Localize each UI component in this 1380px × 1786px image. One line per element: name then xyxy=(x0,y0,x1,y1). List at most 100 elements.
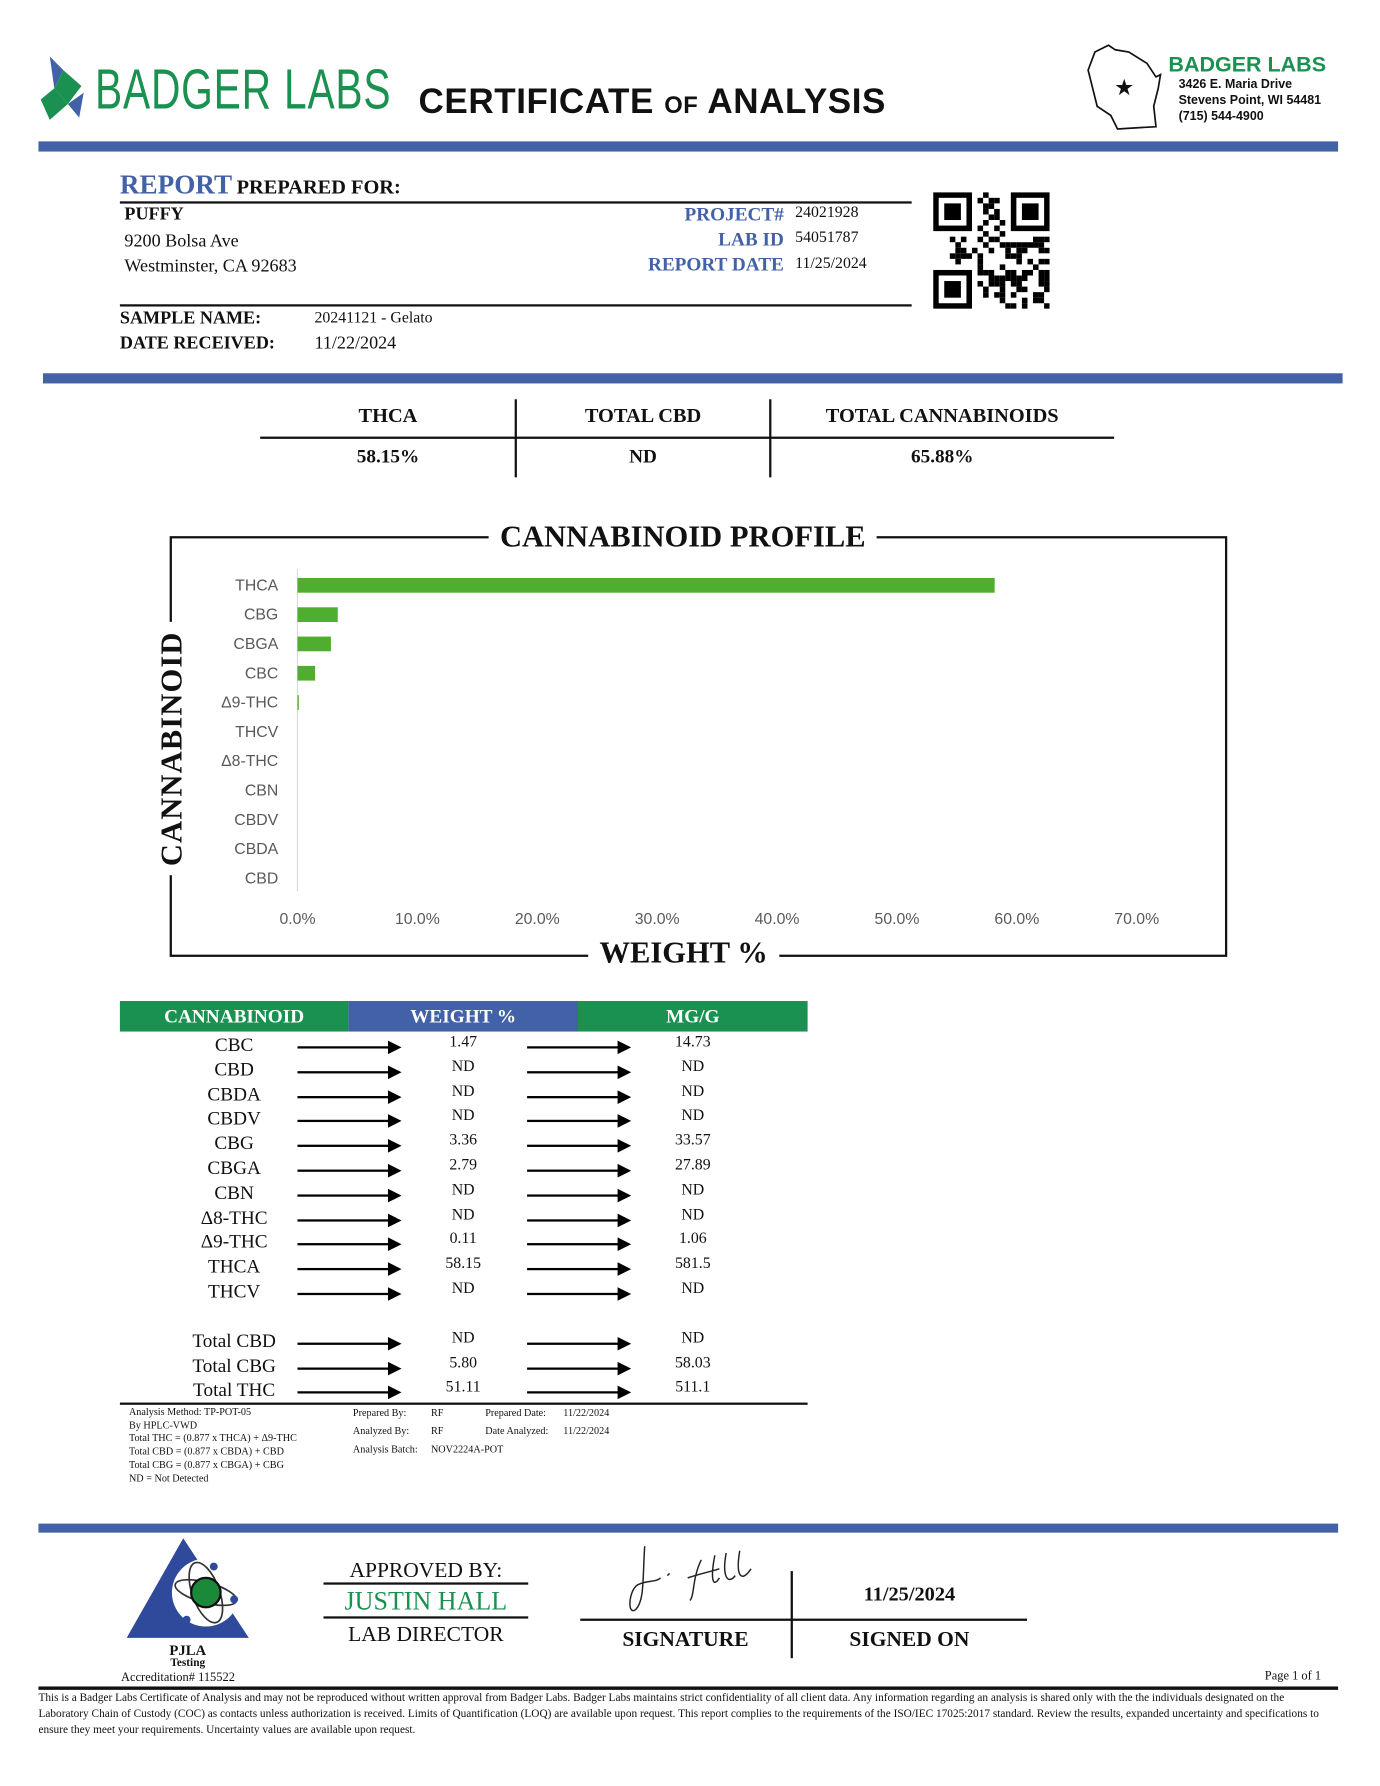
analysis-batch-value: NOV2224A-POT xyxy=(430,1443,504,1455)
prepared-date-value: 11/22/2024 xyxy=(563,1407,610,1419)
page-number: Page 1 of 1 xyxy=(1264,1669,1322,1684)
arrow-icon xyxy=(527,1287,632,1301)
arrow-icon xyxy=(527,1114,632,1129)
arrow-icon xyxy=(297,1361,402,1375)
mgg-value: 58.03 xyxy=(674,1354,711,1372)
weight-value: 2.79 xyxy=(449,1157,478,1175)
chart-x-tick-label: 60.0% xyxy=(994,911,1039,928)
weight-value: ND xyxy=(451,1181,475,1199)
arrow-icon xyxy=(527,1237,632,1252)
title-certificate: CERTIFICATE xyxy=(418,81,654,122)
arrow-icon xyxy=(297,1139,402,1153)
chart-category-label: CBDV xyxy=(234,812,278,829)
chart-x-tick-label: 30.0% xyxy=(635,911,680,928)
chart-x-tick-label: 50.0% xyxy=(875,911,920,928)
chart-bar xyxy=(297,607,338,622)
signature-rule xyxy=(580,1618,1028,1621)
arrow-icon xyxy=(297,1040,402,1055)
mgg-value: 511.1 xyxy=(675,1379,711,1396)
chart-xlabel: WEIGHT % xyxy=(588,935,780,971)
labid-value: 54051787 xyxy=(795,229,859,247)
arrow-icon xyxy=(527,1262,632,1277)
approver-title: LAB DIRECTOR xyxy=(348,1623,504,1647)
summary-divider-1 xyxy=(514,399,517,478)
table-header-cannabinoid: CANNABINOID xyxy=(119,1001,349,1032)
method-note-line: By HPLC-VWD xyxy=(128,1419,198,1431)
table-header-mgg: MG/G xyxy=(577,1001,808,1032)
signature-label: SIGNATURE xyxy=(622,1627,749,1652)
report-bottom-rule xyxy=(119,304,912,307)
arrow-icon xyxy=(297,1065,402,1079)
mgg-value: ND xyxy=(681,1058,705,1076)
arrow-icon xyxy=(527,1336,632,1351)
weight-value: 0.11 xyxy=(449,1231,477,1249)
method-note-line: Total CBG = (0.877 x CBGA) + CBG xyxy=(128,1458,284,1471)
chart-bar xyxy=(297,695,299,710)
chart-category-label: Δ8-THC xyxy=(221,753,278,770)
cannabinoid-name: Δ9-THC xyxy=(200,1231,268,1253)
cannabinoid-name: CBG xyxy=(214,1132,254,1154)
weight-value: 51.11 xyxy=(445,1379,481,1396)
mgg-value: 14.73 xyxy=(674,1033,711,1051)
summary-rule xyxy=(260,436,1115,439)
report-heading-rest: PREPARED FOR: xyxy=(236,175,401,198)
arrow-icon xyxy=(527,1361,632,1375)
lab-name: BADGER LABS xyxy=(1168,53,1327,77)
badger-leaf-icon xyxy=(40,56,84,120)
mgg-value: ND xyxy=(681,1181,705,1199)
analyzed-by-value: RF xyxy=(430,1425,444,1437)
client-address2: Westminster, CA 92683 xyxy=(124,256,297,276)
chart-bar xyxy=(297,636,331,652)
approved-rule-1 xyxy=(323,1582,529,1585)
report-divider xyxy=(42,373,1343,384)
arrow-icon xyxy=(527,1385,632,1400)
weight-value: ND xyxy=(451,1083,475,1101)
client-name: PUFFY xyxy=(124,204,184,224)
lab-address1: 3426 E. Maria Drive xyxy=(1178,78,1293,92)
arrow-icon xyxy=(297,1287,402,1301)
date-received-value: 11/22/2024 xyxy=(314,333,397,353)
pjla-logo-icon xyxy=(126,1538,249,1638)
mgg-value: ND xyxy=(681,1083,705,1101)
method-note-line: ND = Not Detected xyxy=(128,1472,209,1484)
summary-header-total-cbd: TOTAL CBD xyxy=(584,403,702,427)
arrow-icon xyxy=(297,1262,402,1277)
summary-value-thca: 58.15% xyxy=(356,445,420,468)
cannabinoid-name: Total THC xyxy=(193,1379,276,1401)
table-header-weight: WEIGHT % xyxy=(348,1001,578,1032)
report-date-value: 11/25/2024 xyxy=(795,255,867,273)
arrow-icon xyxy=(527,1163,632,1178)
summary-divider-2 xyxy=(769,399,772,478)
disclaimer: This is a Badger Labs Certificate of Ana… xyxy=(38,1692,1319,1737)
chart-bar xyxy=(297,577,995,593)
date-analyzed-label: Date Analyzed: xyxy=(485,1425,549,1437)
client-address1: 9200 Bolsa Ave xyxy=(124,231,239,252)
chart-title: CANNABINOID PROFILE xyxy=(488,519,877,555)
chart-x-tick-label: 20.0% xyxy=(515,911,560,928)
project-value: 24021928 xyxy=(795,204,859,222)
weight-value: ND xyxy=(451,1206,475,1224)
mgg-value: 581.5 xyxy=(674,1255,711,1273)
weight-value: ND xyxy=(451,1107,475,1125)
chart-category-label: CBG xyxy=(244,607,278,624)
accreditation: Accreditation# 115522 xyxy=(121,1670,235,1685)
weight-value: 3.36 xyxy=(449,1132,478,1150)
summary-header-thca: THCA xyxy=(358,403,418,427)
title-of: of xyxy=(664,92,699,119)
arrow-icon xyxy=(297,1237,402,1252)
disclaimer-rule xyxy=(38,1686,1339,1690)
weight-value: ND xyxy=(451,1058,475,1076)
arrow-icon xyxy=(297,1089,402,1104)
summary-header-total-cannabinoids: TOTAL CANNABINOIDS xyxy=(825,403,1059,427)
lab-phone: (715) 544-4900 xyxy=(1178,109,1264,124)
labid-label: LAB ID xyxy=(718,228,784,250)
cannabinoid-name: Δ8-THC xyxy=(200,1206,268,1228)
arrow-icon xyxy=(297,1163,402,1178)
chart-x-tick-label: 70.0% xyxy=(1114,911,1159,928)
logo-text: BADGER LABS xyxy=(95,57,392,122)
weight-value: ND xyxy=(451,1330,475,1348)
header-divider xyxy=(38,141,1339,152)
cannabinoid-name: THCV xyxy=(207,1280,261,1302)
prepared-date-label: Prepared Date: xyxy=(485,1407,547,1419)
date-analyzed-value: 11/22/2024 xyxy=(563,1425,610,1437)
